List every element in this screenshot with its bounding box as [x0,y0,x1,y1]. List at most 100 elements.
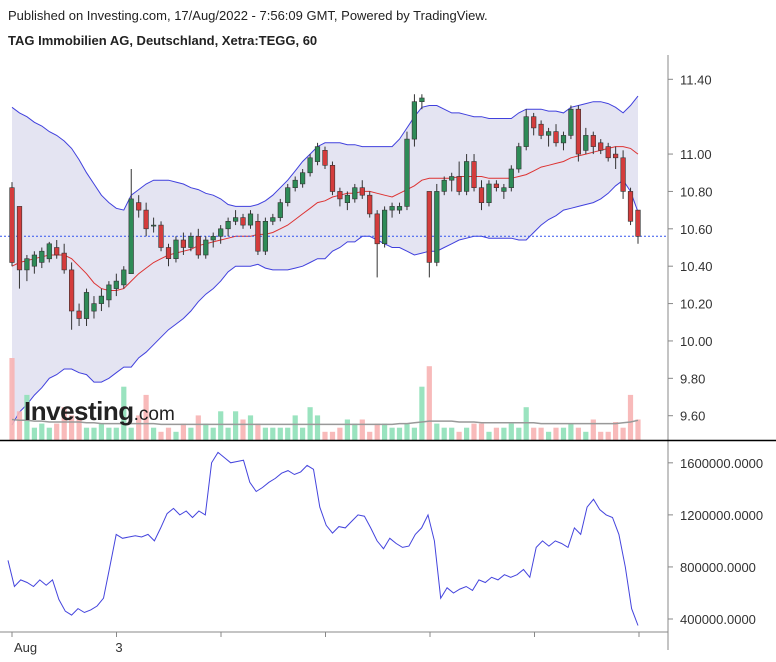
candle-up [411,101,418,140]
volume-bar [389,427,395,440]
investing-logo: Investing.com [24,396,175,427]
candle-down [478,187,485,203]
bollinger-lower-line [11,179,639,426]
candle-up [404,138,410,207]
candle-up [545,131,552,136]
candle-up [277,202,283,218]
candle-up [91,303,97,312]
candle-up [396,206,403,211]
volume-bar [426,366,432,440]
volume-bar [83,427,90,440]
bollinger-band-fill [12,96,638,425]
candle-down [493,183,500,189]
volume-layer [9,358,641,440]
candle-up [270,217,276,222]
candle-down [553,131,559,144]
candle-up [344,194,351,203]
candle-up [39,250,45,263]
volume-bar [635,419,641,440]
candle-down [471,161,477,189]
y-tick-label: 10.60 [680,222,713,237]
volume-bar [91,427,97,440]
candle-down [359,187,365,196]
candle-up [508,168,514,189]
volume-bar [627,394,634,440]
candle-down [605,146,611,159]
candle-down [456,176,462,192]
volume-bar [188,427,194,440]
lower-y-tick-label: 800000.0000 [680,560,756,575]
volume-bar [31,427,37,440]
volume-bar [434,423,440,440]
candle-up [352,187,358,200]
volume-bar [255,423,261,440]
candle-up [128,198,134,274]
candle-down [136,202,142,211]
volume-bar [590,419,596,440]
volume-bar [620,427,626,440]
volume-bar [277,427,283,440]
volume-bar [158,431,164,440]
volume-bar [39,423,45,440]
candle-up [188,236,194,248]
volume-bar [478,423,485,440]
y-tick-label: 11.40 [680,72,712,87]
candle-down [61,252,67,271]
volume-bar [486,431,492,440]
y-tick-label: 10.20 [680,297,713,312]
volume-bar [337,427,343,440]
candle-up [501,187,507,192]
y-tick-label: 9.60 [680,409,705,424]
published-note: Published on Investing.com, 17/Aug/2022 … [8,8,488,23]
volume-bar [560,427,567,440]
x-tick-label: 3 [115,640,122,655]
volume-ma-line [11,418,639,426]
candle-down [627,191,634,222]
volume-bar [136,415,142,440]
candle-down [322,150,328,166]
candle-up [486,183,492,204]
volume-bar [396,427,403,440]
volume-bar [46,427,52,440]
volume-bar [106,427,112,440]
volume-bar [583,431,589,440]
candle-up [285,187,291,203]
candle-up [449,176,455,181]
volume-bar [24,394,30,440]
x-tick-label: Aug [14,640,37,655]
volume-bar [605,431,611,440]
volume-bar [151,427,157,440]
candle-down [635,209,641,237]
volume-bar [531,427,537,440]
logo-brand: Investing [24,396,134,426]
volume-bar [195,415,201,440]
volume-bar [516,427,522,440]
volume-bar [501,427,507,440]
volume-bar [352,423,358,440]
volume-bar [165,427,172,440]
volume-bar [173,431,179,440]
volume-bar [113,427,119,440]
candle-up [381,209,388,245]
lower-indicator-layer [7,451,639,626]
candle-up [151,224,157,227]
volume-bar [270,427,276,440]
candle-up [516,146,522,170]
candle-up [98,295,104,304]
volume-bar [546,431,552,440]
lower-indicator-line [7,451,639,626]
volume-bar [180,423,186,440]
volume-bar [61,407,67,440]
candle-up [24,258,30,271]
candle-down [165,247,172,259]
volume-bar [471,423,477,440]
candle-up [210,236,216,241]
candle-down [598,142,604,151]
candle-up [583,135,589,151]
candle-down [575,108,581,155]
volume-bar [314,415,321,440]
candle-down [69,269,75,312]
volume-bar [233,411,239,440]
volume-bar [493,427,499,440]
candle-down [54,247,60,256]
